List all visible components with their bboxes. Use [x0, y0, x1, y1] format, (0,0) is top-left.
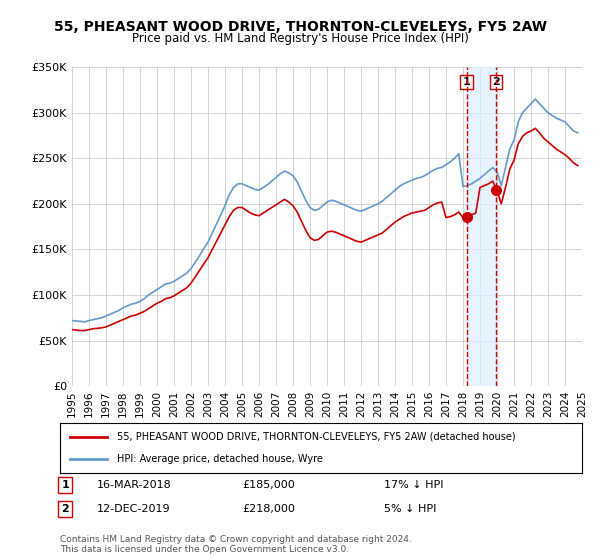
Text: 2: 2: [492, 77, 500, 87]
Text: Contains HM Land Registry data © Crown copyright and database right 2024.
This d: Contains HM Land Registry data © Crown c…: [60, 535, 412, 554]
Text: £218,000: £218,000: [242, 504, 296, 514]
Text: 55, PHEASANT WOOD DRIVE, THORNTON-CLEVELEYS, FY5 2AW (detached house): 55, PHEASANT WOOD DRIVE, THORNTON-CLEVEL…: [118, 432, 516, 442]
Text: 1: 1: [463, 77, 470, 87]
Text: Price paid vs. HM Land Registry's House Price Index (HPI): Price paid vs. HM Land Registry's House …: [131, 32, 469, 45]
Text: 16-MAR-2018: 16-MAR-2018: [97, 480, 171, 490]
Text: £185,000: £185,000: [242, 480, 295, 490]
Text: 5% ↓ HPI: 5% ↓ HPI: [383, 504, 436, 514]
Bar: [467, 67, 496, 386]
Text: 17% ↓ HPI: 17% ↓ HPI: [383, 480, 443, 490]
Text: 1: 1: [61, 480, 69, 490]
Text: 2: 2: [61, 504, 69, 514]
Text: HPI: Average price, detached house, Wyre: HPI: Average price, detached house, Wyre: [118, 454, 323, 464]
Text: 55, PHEASANT WOOD DRIVE, THORNTON-CLEVELEYS, FY5 2AW: 55, PHEASANT WOOD DRIVE, THORNTON-CLEVEL…: [53, 20, 547, 34]
Text: 12-DEC-2019: 12-DEC-2019: [97, 504, 170, 514]
